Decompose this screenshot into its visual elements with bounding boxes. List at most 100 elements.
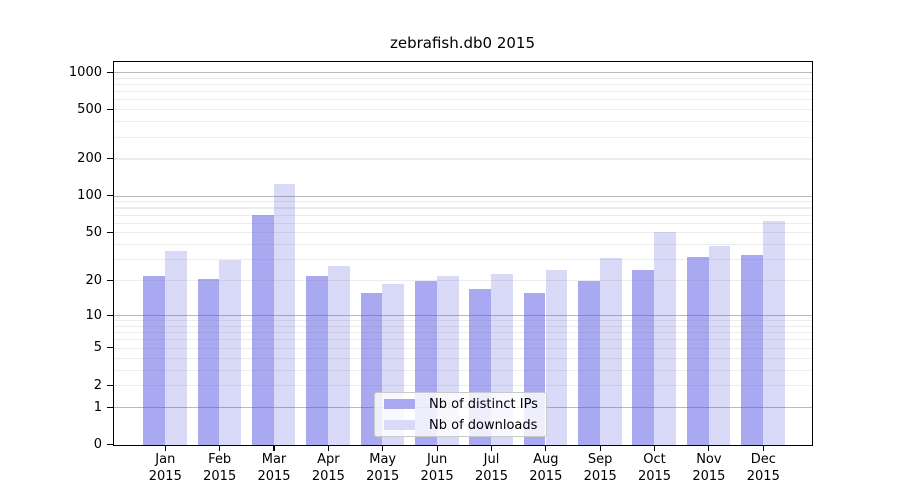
gridline-minor xyxy=(114,207,813,209)
x-tick-label-jul: Jul 2015 xyxy=(474,452,509,484)
x-tick-mark xyxy=(599,445,601,452)
y-tick-mark xyxy=(106,384,113,386)
y-tick-mark xyxy=(106,279,113,281)
y-tick-mark xyxy=(106,406,113,408)
y-tick-label: 20 xyxy=(85,272,102,288)
x-tick-label-sep: Sep 2015 xyxy=(583,452,617,484)
x-tick-mark xyxy=(436,445,438,452)
y-tick-label: 1 xyxy=(93,399,102,415)
y-tick-label: 500 xyxy=(77,102,102,117)
x-tick-mark xyxy=(708,445,710,452)
gridline-minor xyxy=(114,320,813,322)
gridline-minor xyxy=(114,332,813,334)
gridline-minor xyxy=(114,109,813,111)
y-tick-mark xyxy=(106,443,113,446)
y-tick-label: 10 xyxy=(85,307,102,323)
bar-downloads-mar xyxy=(273,184,296,446)
gridline-minor xyxy=(114,280,813,282)
gridline-major xyxy=(114,315,813,317)
bar-downloads-oct xyxy=(654,232,676,446)
gridline-minor xyxy=(114,201,813,203)
x-tick-label-jun: Jun 2015 xyxy=(420,452,454,484)
y-tick-mark xyxy=(106,158,113,160)
legend-label-distinct-ips: Nb of distinct IPs xyxy=(429,396,538,412)
x-tick-label-dec: Dec 2015 xyxy=(746,452,780,484)
x-tick-label-aug: Aug 2015 xyxy=(529,452,563,484)
gridline-minor xyxy=(114,214,813,216)
y-tick-label: 1000 xyxy=(68,64,102,80)
bar-downloads-sep xyxy=(599,258,622,446)
x-tick-mark xyxy=(327,445,329,452)
x-tick-label-nov: Nov 2015 xyxy=(692,452,726,484)
gridline-minor xyxy=(114,369,813,371)
y-tick-mark xyxy=(106,195,113,197)
bar-downloads-dec xyxy=(763,221,785,446)
x-tick-mark xyxy=(653,445,656,452)
legend: Nb of distinct IPs Nb of downloads xyxy=(374,392,547,437)
bar-distinct-ips-oct xyxy=(632,269,655,446)
x-tick-mark xyxy=(164,445,166,452)
bar-distinct-ips-mar xyxy=(251,214,274,446)
x-tick-mark xyxy=(545,445,547,452)
bar-distinct-ips-dec xyxy=(741,255,763,446)
bar-distinct-ips-jan xyxy=(143,276,165,446)
gridline-minor xyxy=(114,259,813,261)
bar-downloads-nov xyxy=(708,246,731,446)
legend-row-distinct-ips: Nb of distinct IPs xyxy=(375,394,546,415)
grid-layer xyxy=(114,62,813,445)
x-tick-mark xyxy=(382,445,384,452)
bar-downloads-apr xyxy=(328,265,350,446)
gridline-minor xyxy=(114,222,813,224)
x-tick-mark xyxy=(490,445,493,452)
gridline-minor xyxy=(114,339,813,341)
bar-distinct-ips-sep xyxy=(578,281,600,446)
y-tick-label: 50 xyxy=(85,225,102,241)
gridline-minor xyxy=(114,357,813,359)
bar-distinct-ips-nov xyxy=(686,256,709,446)
gridline-minor xyxy=(114,325,813,327)
chart-title: zebrafish.db0 2015 xyxy=(389,34,536,52)
x-tick-label-oct: Oct 2015 xyxy=(637,452,672,484)
gridline-major xyxy=(114,71,813,73)
gridline-minor xyxy=(114,232,813,234)
x-tick-label-apr: Apr 2015 xyxy=(311,452,345,484)
x-tick-mark xyxy=(762,445,764,452)
gridline-minor xyxy=(114,77,813,79)
y-tick-mark xyxy=(106,314,113,316)
bar-distinct-ips-apr xyxy=(306,276,329,446)
gridline-minor xyxy=(114,83,813,86)
gridline-minor xyxy=(114,347,813,349)
legend-row-downloads: Nb of downloads xyxy=(375,415,546,436)
x-tick-mark xyxy=(219,445,221,452)
y-tick-label: 2 xyxy=(93,377,102,393)
gridline-minor xyxy=(114,91,813,93)
y-tick-label: 5 xyxy=(93,340,102,356)
legend-swatch-downloads xyxy=(384,419,415,431)
y-tick-mark xyxy=(106,347,113,349)
gridline-major xyxy=(114,195,813,197)
x-tick-mark xyxy=(273,445,275,452)
plot-area xyxy=(113,61,814,447)
gridline-minor xyxy=(114,99,813,101)
bar-downloads-aug xyxy=(545,269,568,446)
y-tick-mark xyxy=(106,232,113,234)
y-tick-mark xyxy=(106,71,113,73)
bar-downloads-jan xyxy=(165,250,187,446)
gridline-minor xyxy=(114,136,813,138)
x-tick-label-jan: Jan 2015 xyxy=(148,452,182,484)
x-tick-label-mar: Mar 2015 xyxy=(257,452,291,484)
gridline-minor xyxy=(114,385,813,387)
y-tick-label: 100 xyxy=(77,188,102,204)
gridline-minor xyxy=(114,158,813,160)
bar-downloads-feb xyxy=(219,260,242,446)
x-tick-label-may: May 2015 xyxy=(366,452,400,484)
x-tick-label-feb: Feb 2015 xyxy=(203,452,237,484)
legend-label-downloads: Nb of downloads xyxy=(429,417,538,433)
y-tick-mark xyxy=(106,108,113,111)
y-tick-label: 0 xyxy=(93,437,102,452)
gridline-minor xyxy=(114,121,813,123)
bar-distinct-ips-feb xyxy=(197,278,220,446)
legend-swatch-distinct-ips xyxy=(384,398,415,410)
gridline-minor xyxy=(114,244,813,246)
